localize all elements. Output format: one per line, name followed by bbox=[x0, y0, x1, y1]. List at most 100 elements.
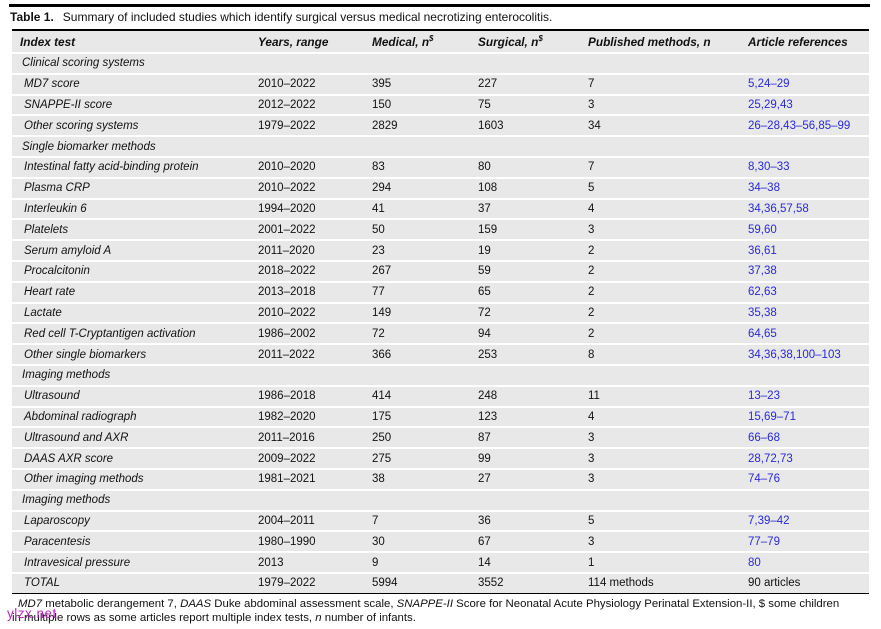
cell-published-methods: 8 bbox=[588, 348, 595, 361]
cell-surgical-n: 27 bbox=[478, 473, 491, 486]
cell-article-references[interactable]: 34,36,38,100–103 bbox=[748, 348, 841, 361]
cell-published-methods: 2 bbox=[588, 265, 595, 278]
cell-index-test: Intravesical pressure bbox=[24, 556, 131, 569]
cell-surgical-n: 65 bbox=[478, 286, 491, 299]
cell-article-references[interactable]: 7,39–42 bbox=[748, 514, 790, 527]
table-body: Clinical scoring systems MD7 score 2010–20… bbox=[12, 54, 869, 593]
cell-article-references[interactable]: 36,61 bbox=[748, 244, 777, 257]
cell-years: 1981–2021 bbox=[258, 473, 316, 486]
cell-surgical-n: 14 bbox=[478, 556, 491, 569]
cell-article-references[interactable]: 15,69–71 bbox=[748, 410, 796, 423]
cell-index-test: MD7 score bbox=[24, 78, 80, 91]
cell-article-references: 90 articles bbox=[748, 577, 801, 590]
cell-index-test: Abdominal radiograph bbox=[24, 410, 137, 423]
cell-article-references[interactable]: 8,30–33 bbox=[748, 161, 790, 174]
cell-surgical-n: 227 bbox=[478, 78, 498, 91]
cell-medical-n: 30 bbox=[372, 535, 385, 548]
section-label: Imaging methods bbox=[22, 494, 111, 507]
table-row: Serum amyloid A 2011–2020 23 19 2 36,61 bbox=[12, 241, 869, 260]
cell-years: 2018–2022 bbox=[258, 265, 316, 278]
table-caption-text: Summary of included studies which identi… bbox=[62, 10, 553, 24]
table-bottom-rule bbox=[12, 592, 869, 595]
footnote-line: in multiple rows as some articles report… bbox=[12, 612, 872, 626]
cell-article-references[interactable]: 13–23 bbox=[748, 390, 780, 403]
footnote-text: Score for Neonatal Acute Physiology Peri… bbox=[453, 598, 840, 610]
cell-surgical-n: 37 bbox=[478, 202, 491, 215]
cell-published-methods: 34 bbox=[588, 119, 601, 132]
cell-index-test: Ultrasound and AXR bbox=[24, 431, 129, 444]
table-row: Red cell T-Cryptantigen activation 1986–2… bbox=[12, 324, 869, 344]
cell-surgical-n: 94 bbox=[478, 327, 491, 340]
cell-article-references[interactable]: 37,38 bbox=[748, 265, 777, 278]
cell-published-methods: 1 bbox=[588, 556, 595, 569]
cell-medical-n: 275 bbox=[372, 452, 392, 465]
cell-years: 2013–2018 bbox=[258, 286, 316, 299]
cell-years: 2010–2020 bbox=[258, 161, 316, 174]
cell-article-references[interactable]: 34–38 bbox=[748, 182, 780, 195]
cell-medical-n: 72 bbox=[372, 327, 385, 340]
cell-index-test: Plasma CRP bbox=[24, 182, 90, 195]
col-header-article-references: Article references bbox=[748, 34, 848, 49]
footnote-text: Duke abdominal assessment scale, bbox=[211, 598, 397, 610]
cell-article-references[interactable]: 25,29,43 bbox=[748, 98, 793, 111]
cell-published-methods: 7 bbox=[588, 78, 595, 91]
cell-article-references[interactable]: 59,60 bbox=[748, 223, 777, 236]
cell-article-references[interactable]: 34,36,57,58 bbox=[748, 202, 809, 215]
section-row: Imaging methods bbox=[12, 365, 869, 385]
cell-years: 1986–2002 bbox=[258, 327, 316, 340]
cell-surgical-n: 253 bbox=[478, 348, 498, 361]
cell-index-test: Other single biomarkers bbox=[24, 348, 147, 361]
cell-surgical-n: 159 bbox=[478, 223, 498, 236]
table-row: Abdominal radiograph 1982–2020 175 123 4 15,6… bbox=[12, 407, 869, 427]
cell-years: 2004–2011 bbox=[258, 514, 315, 527]
cell-published-methods: 3 bbox=[588, 431, 595, 444]
cell-article-references[interactable]: 62,63 bbox=[748, 286, 777, 299]
col-header-published-methods: Published methods, n bbox=[588, 34, 711, 49]
cell-article-references[interactable]: 77–79 bbox=[748, 535, 780, 548]
cell-surgical-n: 123 bbox=[478, 410, 498, 423]
cell-article-references[interactable]: 5,24–29 bbox=[748, 78, 790, 91]
summary-table: Index test Years, range Medical, n$ Surgica… bbox=[12, 29, 869, 595]
section-row: Clinical scoring systems bbox=[12, 54, 869, 73]
section-label: Clinical scoring systems bbox=[22, 57, 145, 70]
cell-surgical-n: 19 bbox=[478, 244, 491, 257]
cell-published-methods: 3 bbox=[588, 535, 595, 548]
cell-published-methods: 3 bbox=[588, 452, 595, 465]
cell-medical-n: 5994 bbox=[372, 577, 398, 590]
table-row: Intravesical pressure 2013 9 14 1 80 bbox=[12, 553, 869, 572]
cell-surgical-n: 67 bbox=[478, 535, 491, 548]
cell-years: 2011–2022 bbox=[258, 348, 315, 361]
cell-article-references[interactable]: 80 bbox=[748, 556, 761, 569]
cell-published-methods: 4 bbox=[588, 202, 595, 215]
table-caption-label: Table 1. bbox=[10, 10, 54, 24]
footnote-abbrev: MD7 bbox=[18, 598, 43, 610]
table-caption: Table 1. Summary of included studies whic… bbox=[10, 10, 552, 24]
cell-article-references[interactable]: 35,38 bbox=[748, 306, 777, 319]
cell-article-references[interactable]: 74–76 bbox=[748, 473, 780, 486]
table-header-row: Index test Years, range Medical, n$ Surgica… bbox=[12, 31, 869, 52]
cell-article-references[interactable]: 66–68 bbox=[748, 431, 780, 444]
cell-years: 2010–2022 bbox=[258, 306, 316, 319]
cell-index-test: Other scoring systems bbox=[24, 119, 139, 132]
table-row: Other imaging methods 1981–2021 38 27 3 74–76 bbox=[12, 469, 869, 489]
section-label: Imaging methods bbox=[22, 369, 111, 382]
cell-article-references[interactable]: 64,65 bbox=[748, 327, 777, 340]
table-row: Interleukin 6 1994–2020 41 37 4 34,36,57,58 bbox=[12, 199, 869, 219]
table-row: Paracentesis 1980–1990 30 67 3 77–79 bbox=[12, 532, 869, 552]
cell-index-test: Heart rate bbox=[24, 286, 76, 299]
cell-medical-n: 267 bbox=[372, 265, 392, 278]
cell-years: 2010–2022 bbox=[258, 182, 316, 195]
cell-surgical-n: 75 bbox=[478, 98, 491, 111]
cell-medical-n: 414 bbox=[372, 390, 392, 403]
cell-index-test: Platelets bbox=[24, 223, 69, 236]
cell-years: 2013 bbox=[258, 556, 284, 569]
table-row: Plasma CRP 2010–2022 294 108 5 34–38 bbox=[12, 178, 869, 198]
total-row: TOTAL 1979–2022 5994 3552 114 methods 90 arti… bbox=[12, 573, 869, 593]
cell-index-test: SNAPPE-II score bbox=[24, 98, 113, 111]
cell-article-references[interactable]: 26–28,43–56,85–99 bbox=[748, 119, 851, 132]
cell-index-test: Paracentesis bbox=[24, 535, 91, 548]
section-row: Imaging methods bbox=[12, 490, 869, 510]
cell-article-references[interactable]: 28,72,73 bbox=[748, 452, 793, 465]
cell-medical-n: 2829 bbox=[372, 119, 398, 132]
cell-medical-n: 366 bbox=[372, 348, 392, 361]
